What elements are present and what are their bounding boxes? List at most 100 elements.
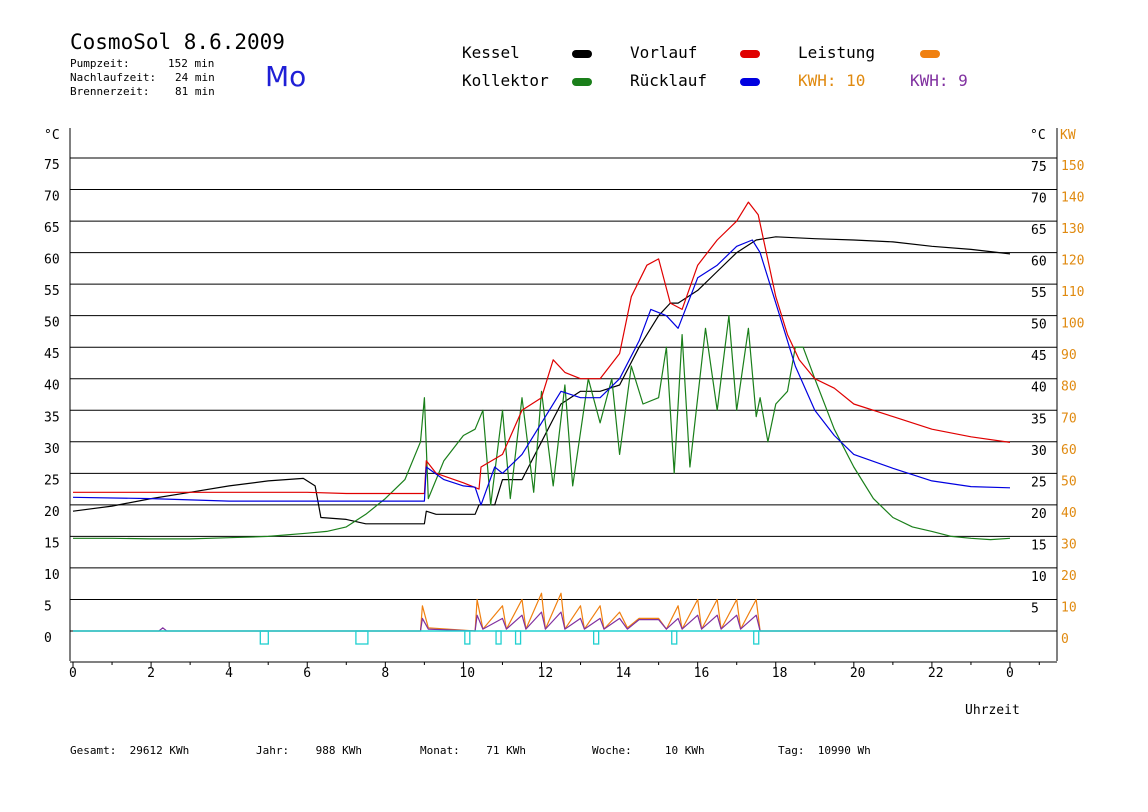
y-tick-right-kw-30: 30 <box>1061 537 1077 552</box>
chart-title: CosmoSol 8.6.2009 <box>70 30 285 54</box>
stat-brennerzeit-label: Brennerzeit: <box>70 85 150 98</box>
series-ruecklauf <box>72 239 1011 506</box>
y-tick-right-kw-50: 50 <box>1061 474 1077 489</box>
legend-leistung-swatch <box>920 50 940 58</box>
y-tick-left-65: 65 <box>44 221 60 236</box>
stat-nachlaufzeit-label: Nachlaufzeit: <box>70 71 157 84</box>
x-tick-label-2: 4 <box>225 666 233 681</box>
stat-brennerzeit-value: 81 min <box>175 85 215 98</box>
footer-jahr: Jahr: 988 KWh <box>256 744 362 757</box>
x-tick-label-8: 16 <box>694 666 710 681</box>
legend-kwh1: KWH: 10 <box>798 71 866 90</box>
legend-kessel-label: Kessel <box>462 43 520 62</box>
y-tick-left-20: 20 <box>44 505 60 520</box>
chart-series <box>72 201 1011 632</box>
pump-marker-0 <box>259 630 269 645</box>
y-tick-left-75: 75 <box>44 158 60 173</box>
stat-pumpzeit-value: 152 min <box>168 57 215 70</box>
pump-marker-1 <box>355 630 369 645</box>
y-tick-left-10: 10 <box>44 568 60 583</box>
x-tick-label-7: 14 <box>616 666 632 681</box>
pump-marker-5 <box>593 630 600 645</box>
x-tick-label-10: 20 <box>850 666 866 681</box>
y-tick-left-35: 35 <box>44 410 60 425</box>
y-tick-right-c-75: 75 <box>1031 160 1047 175</box>
y-tick-right-kw-120: 120 <box>1061 254 1084 269</box>
y-tick-left-45: 45 <box>44 347 60 362</box>
x-tick-label-1: 2 <box>147 666 155 681</box>
y-tick-right-c-50: 50 <box>1031 318 1047 333</box>
y-tick-left-15: 15 <box>44 536 60 551</box>
series-kollektor <box>73 315 1011 541</box>
pump-marker-4 <box>514 630 522 645</box>
y-axis-unit-right-c: °C <box>1030 128 1046 143</box>
x-tick-label-12: 0 <box>1006 666 1014 681</box>
y-tick-right-c-70: 70 <box>1031 192 1047 207</box>
y-tick-left-0: 0 <box>44 631 52 646</box>
y-tick-right-kw-0: 0 <box>1061 632 1069 647</box>
y-tick-right-kw-130: 130 <box>1061 222 1084 237</box>
y-tick-left-25: 25 <box>44 473 60 488</box>
y-tick-right-kw-70: 70 <box>1061 411 1077 426</box>
y-tick-left-40: 40 <box>44 379 60 394</box>
y-tick-right-c-25: 25 <box>1031 475 1047 490</box>
legend-vorlauf-swatch <box>740 50 760 58</box>
series-leistung <box>73 592 1010 632</box>
chart-grid <box>70 157 1057 632</box>
y-tick-right-c-30: 30 <box>1031 444 1047 459</box>
y-tick-left-55: 55 <box>44 284 60 299</box>
y-tick-right-c-5: 5 <box>1031 601 1039 616</box>
footer-woche: Woche: 10 KWh <box>592 744 705 757</box>
stat-pumpzeit-label: Pumpzeit: <box>70 57 130 70</box>
weekday-label: Mo <box>265 60 307 93</box>
y-tick-right-c-40: 40 <box>1031 381 1047 396</box>
y-tick-right-kw-40: 40 <box>1061 506 1077 521</box>
chart-frame <box>69 128 1058 667</box>
y-tick-right-kw-150: 150 <box>1061 159 1084 174</box>
footer-gesamt: Gesamt: 29612 KWh <box>70 744 190 757</box>
y-tick-right-kw-110: 110 <box>1061 285 1084 300</box>
pump-markers <box>73 630 1010 645</box>
y-axis-unit-right-kw: KW <box>1060 128 1076 143</box>
legend-leistung-label: Leistung <box>798 43 876 62</box>
y-tick-right-kw-80: 80 <box>1061 380 1077 395</box>
y-tick-right-kw-10: 10 <box>1061 600 1077 615</box>
y-tick-right-c-45: 45 <box>1031 349 1047 364</box>
chart-tick-labels: 0 2 4 6 8 10 12 14 16 18 20 22 005101520253035404550… <box>44 158 1084 681</box>
x-axis-label: Uhrzeit <box>965 703 1020 718</box>
y-tick-right-c-10: 10 <box>1031 570 1047 585</box>
y-tick-right-kw-140: 140 <box>1061 191 1084 206</box>
y-tick-left-60: 60 <box>44 253 60 268</box>
y-tick-right-c-60: 60 <box>1031 255 1047 270</box>
series-kwh2 <box>73 611 1010 632</box>
y-axis-unit-left: °C <box>44 128 60 143</box>
legend-vorlauf-label: Vorlauf <box>630 43 698 62</box>
x-tick-label-3: 6 <box>303 666 311 681</box>
x-tick-label-5: 10 <box>459 666 475 681</box>
y-tick-right-c-20: 20 <box>1031 507 1047 522</box>
pump-marker-7 <box>753 630 760 645</box>
y-tick-right-kw-90: 90 <box>1061 348 1077 363</box>
series-vorlauf <box>73 201 1011 495</box>
y-tick-right-c-55: 55 <box>1031 286 1047 301</box>
series-kessel <box>72 236 1011 525</box>
stat-nachlaufzeit-value: 24 min <box>175 71 215 84</box>
pump-marker-3 <box>495 630 502 645</box>
x-tick-label-9: 18 <box>772 666 788 681</box>
pump-marker-2 <box>464 630 471 645</box>
x-tick-label-0: 0 <box>69 666 77 681</box>
x-tick-label-11: 22 <box>928 666 944 681</box>
y-tick-left-5: 5 <box>44 599 52 614</box>
y-tick-right-c-35: 35 <box>1031 412 1047 427</box>
y-tick-right-kw-60: 60 <box>1061 443 1077 458</box>
footer-tag: Tag: 10990 Wh <box>778 744 871 757</box>
legend-kessel-swatch <box>572 50 592 58</box>
pump-marker-6 <box>671 630 678 645</box>
footer-monat: Monat: 71 KWh <box>420 744 526 757</box>
legend-kollektor-label: Kollektor <box>462 71 549 90</box>
x-tick-label-6: 12 <box>538 666 554 681</box>
y-tick-right-kw-20: 20 <box>1061 569 1077 584</box>
y-tick-right-kw-100: 100 <box>1061 317 1084 332</box>
y-tick-right-c-15: 15 <box>1031 538 1047 553</box>
